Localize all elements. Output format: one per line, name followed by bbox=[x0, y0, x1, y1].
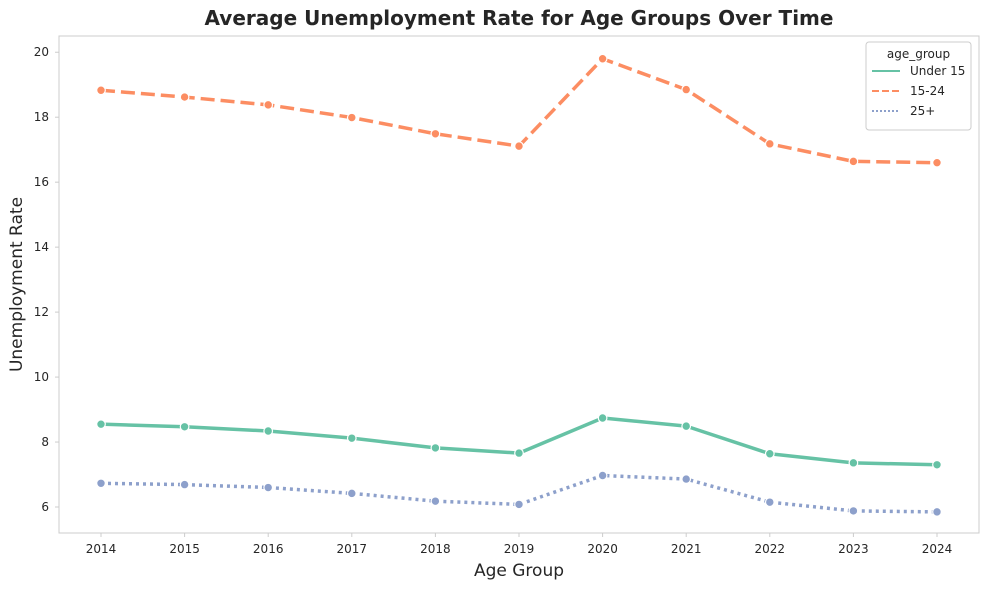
x-tick-label: 2017 bbox=[337, 542, 368, 556]
legend-title: age_group bbox=[887, 47, 950, 61]
data-point bbox=[96, 478, 106, 489]
legend-box bbox=[865, 41, 972, 131]
data-point bbox=[597, 413, 608, 423]
data-point bbox=[430, 442, 441, 453]
data-point bbox=[764, 138, 775, 149]
legend-label: 25+ bbox=[910, 104, 935, 118]
data-point bbox=[96, 85, 106, 96]
data-point bbox=[346, 488, 357, 499]
series-layer bbox=[96, 53, 942, 517]
data-point bbox=[346, 433, 357, 444]
legend-label: 15-24 bbox=[910, 84, 945, 98]
series-under-15 bbox=[96, 413, 942, 470]
x-tick-label: 2024 bbox=[922, 542, 953, 556]
y-tick-label: 12 bbox=[34, 305, 49, 319]
data-point bbox=[179, 421, 190, 432]
chart-title: Average Unemployment Rate for Age Groups… bbox=[205, 6, 834, 30]
data-point bbox=[681, 84, 692, 95]
data-point bbox=[848, 457, 859, 468]
data-point bbox=[263, 99, 274, 110]
data-point bbox=[430, 128, 441, 139]
x-tick-label: 2019 bbox=[504, 542, 535, 556]
data-point bbox=[263, 426, 274, 436]
x-tick-label: 2020 bbox=[587, 542, 618, 556]
x-tick-label: 2022 bbox=[755, 542, 786, 556]
data-point bbox=[514, 499, 524, 510]
legend-label: Under 15 bbox=[910, 64, 965, 78]
y-tick-label: 8 bbox=[41, 435, 49, 449]
data-point bbox=[597, 470, 608, 481]
series-25- bbox=[96, 470, 942, 517]
y-tick-label: 16 bbox=[34, 175, 49, 189]
y-tick-label: 18 bbox=[34, 110, 49, 124]
series-15-24 bbox=[96, 53, 942, 168]
y-tick-label: 10 bbox=[34, 370, 49, 384]
x-tick-label: 2023 bbox=[838, 542, 869, 556]
data-point bbox=[932, 157, 942, 168]
data-point bbox=[179, 479, 190, 490]
y-tick-label: 14 bbox=[34, 240, 49, 254]
y-axis-ticks: 6 8 10 12 14 16 18 20 bbox=[34, 45, 59, 514]
data-point bbox=[681, 421, 692, 432]
x-axis-label: Age Group bbox=[474, 561, 564, 581]
y-tick-label: 6 bbox=[41, 500, 49, 514]
legend: age_group Under 15 15-24 25+ bbox=[865, 41, 972, 131]
data-point bbox=[932, 459, 942, 470]
x-tick-label: 2016 bbox=[253, 542, 284, 556]
data-point bbox=[430, 496, 441, 507]
data-point bbox=[597, 53, 608, 64]
data-point bbox=[263, 482, 274, 493]
data-point bbox=[179, 92, 190, 102]
x-tick-label: 2018 bbox=[420, 542, 451, 556]
data-point bbox=[764, 497, 775, 508]
x-tick-label: 2021 bbox=[671, 542, 702, 556]
x-axis-ticks: 2014 2015 2016 2017 2018 2019 2020 2021 2022 2023… bbox=[86, 533, 953, 556]
y-axis-label: Unemployment Rate bbox=[7, 197, 27, 372]
data-point bbox=[932, 506, 942, 517]
data-point bbox=[514, 448, 524, 458]
data-point bbox=[346, 112, 357, 123]
x-tick-label: 2014 bbox=[86, 542, 117, 556]
y-tick-label: 20 bbox=[34, 45, 49, 59]
data-point bbox=[848, 506, 859, 516]
legend-items: Under 15 15-24 25+ bbox=[872, 64, 965, 118]
data-point bbox=[848, 156, 859, 167]
x-tick-label: 2015 bbox=[169, 542, 200, 556]
data-point bbox=[764, 448, 775, 459]
plot-frame bbox=[58, 35, 980, 534]
data-point bbox=[96, 419, 106, 430]
data-point bbox=[514, 141, 524, 152]
data-point bbox=[681, 474, 692, 484]
